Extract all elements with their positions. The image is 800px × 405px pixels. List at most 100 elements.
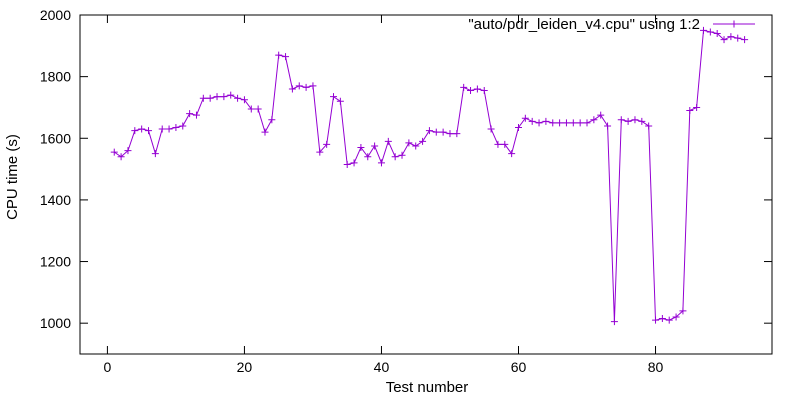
legend-marker-sample: [730, 20, 738, 28]
data-point-marker: [487, 125, 495, 133]
y-tick-label: 1800: [40, 69, 71, 85]
data-point-marker: [206, 94, 214, 102]
data-point-marker: [699, 26, 707, 34]
data-point-marker: [227, 91, 235, 99]
x-tick-label: 80: [648, 359, 664, 375]
data-point-marker: [186, 110, 194, 118]
data-point-marker: [494, 140, 502, 148]
data-point-marker: [391, 153, 399, 161]
data-point-marker: [576, 119, 584, 127]
data-point-marker: [528, 117, 536, 125]
data-point-marker: [706, 28, 714, 36]
data-point-marker: [521, 114, 529, 122]
data-point-marker: [268, 116, 276, 124]
data-point-marker: [624, 117, 632, 125]
data-point-marker: [275, 51, 283, 59]
x-tick-label: 60: [511, 359, 527, 375]
data-point-marker: [371, 142, 379, 150]
legend-entry-label: "auto/pdr_leiden_v4.cpu" using 1:2: [468, 16, 700, 33]
data-point-marker: [179, 122, 187, 130]
data-point-marker: [172, 123, 180, 131]
data-point-marker: [316, 148, 324, 156]
data-point-marker: [514, 123, 522, 131]
data-point-marker: [302, 83, 310, 91]
data-point-marker: [631, 116, 639, 124]
data-point-marker: [432, 128, 440, 136]
data-point-marker: [542, 117, 550, 125]
data-point-marker: [412, 142, 420, 150]
data-point-marker: [240, 96, 248, 104]
data-point-marker: [247, 105, 255, 113]
data-point-marker: [549, 119, 557, 127]
data-point-marker: [727, 33, 735, 41]
data-point-marker: [672, 313, 680, 321]
data-point-marker: [377, 159, 385, 167]
data-point-marker: [610, 318, 618, 326]
data-point-marker: [145, 127, 153, 135]
data-point-marker: [117, 153, 125, 161]
data-point-marker: [713, 29, 721, 37]
data-point-marker: [336, 97, 344, 105]
y-tick-label: 1200: [40, 254, 71, 270]
y-tick-label: 1000: [40, 315, 71, 331]
data-point-marker: [473, 85, 481, 93]
data-point-marker: [192, 111, 200, 119]
data-point-marker: [480, 87, 488, 95]
data-point-marker: [569, 119, 577, 127]
data-point-marker: [556, 119, 564, 127]
data-point-marker: [446, 130, 454, 138]
data-point-marker: [398, 151, 406, 159]
data-point-marker: [604, 122, 612, 130]
data-point-marker: [617, 116, 625, 124]
y-tick-label: 1400: [40, 192, 71, 208]
y-axis-label: CPU time (s): [4, 134, 21, 220]
data-point-marker: [460, 83, 468, 91]
data-point-marker: [309, 82, 317, 90]
data-point-marker: [288, 85, 296, 93]
data-point-marker: [583, 119, 591, 127]
data-point-marker: [439, 128, 447, 136]
data-point-marker: [261, 128, 269, 136]
data-point-marker: [151, 150, 159, 158]
data-point-marker: [590, 116, 598, 124]
data-point-marker: [425, 127, 433, 135]
data-point-marker: [405, 139, 413, 147]
plot-border: [79, 14, 773, 355]
data-point-marker: [254, 105, 262, 113]
data-point-marker: [220, 93, 228, 101]
data-point-marker: [645, 122, 653, 130]
data-point-marker: [508, 150, 516, 158]
data-point-marker: [467, 87, 475, 95]
data-point-marker: [535, 119, 543, 127]
data-point-marker: [658, 315, 666, 323]
data-point-marker: [199, 94, 207, 102]
data-point-marker: [597, 111, 605, 119]
data-point-marker: [741, 36, 749, 44]
data-point-marker: [501, 140, 509, 148]
data-point-marker: [357, 144, 365, 152]
series-line: [114, 29, 745, 322]
data-point-marker: [213, 93, 221, 101]
data-point-marker: [234, 94, 242, 102]
data-point-marker: [384, 137, 392, 145]
data-point-marker: [110, 148, 118, 156]
data-point-marker: [364, 153, 372, 161]
data-point-marker: [165, 125, 173, 133]
data-point-marker: [350, 159, 358, 167]
data-point-marker: [652, 316, 660, 324]
data-point-marker: [638, 117, 646, 125]
data-point-marker: [330, 93, 338, 101]
data-point-marker: [734, 34, 742, 42]
x-tick-label: 20: [237, 359, 253, 375]
data-point-marker: [665, 316, 673, 324]
x-axis-label: Test number: [386, 379, 469, 396]
data-point-marker: [720, 36, 728, 44]
data-point-marker: [323, 140, 331, 148]
data-point-marker: [419, 137, 427, 145]
data-point-marker: [693, 103, 701, 111]
data-point-marker: [124, 147, 132, 155]
x-tick-label: 0: [104, 359, 112, 375]
data-point-marker: [686, 107, 694, 115]
